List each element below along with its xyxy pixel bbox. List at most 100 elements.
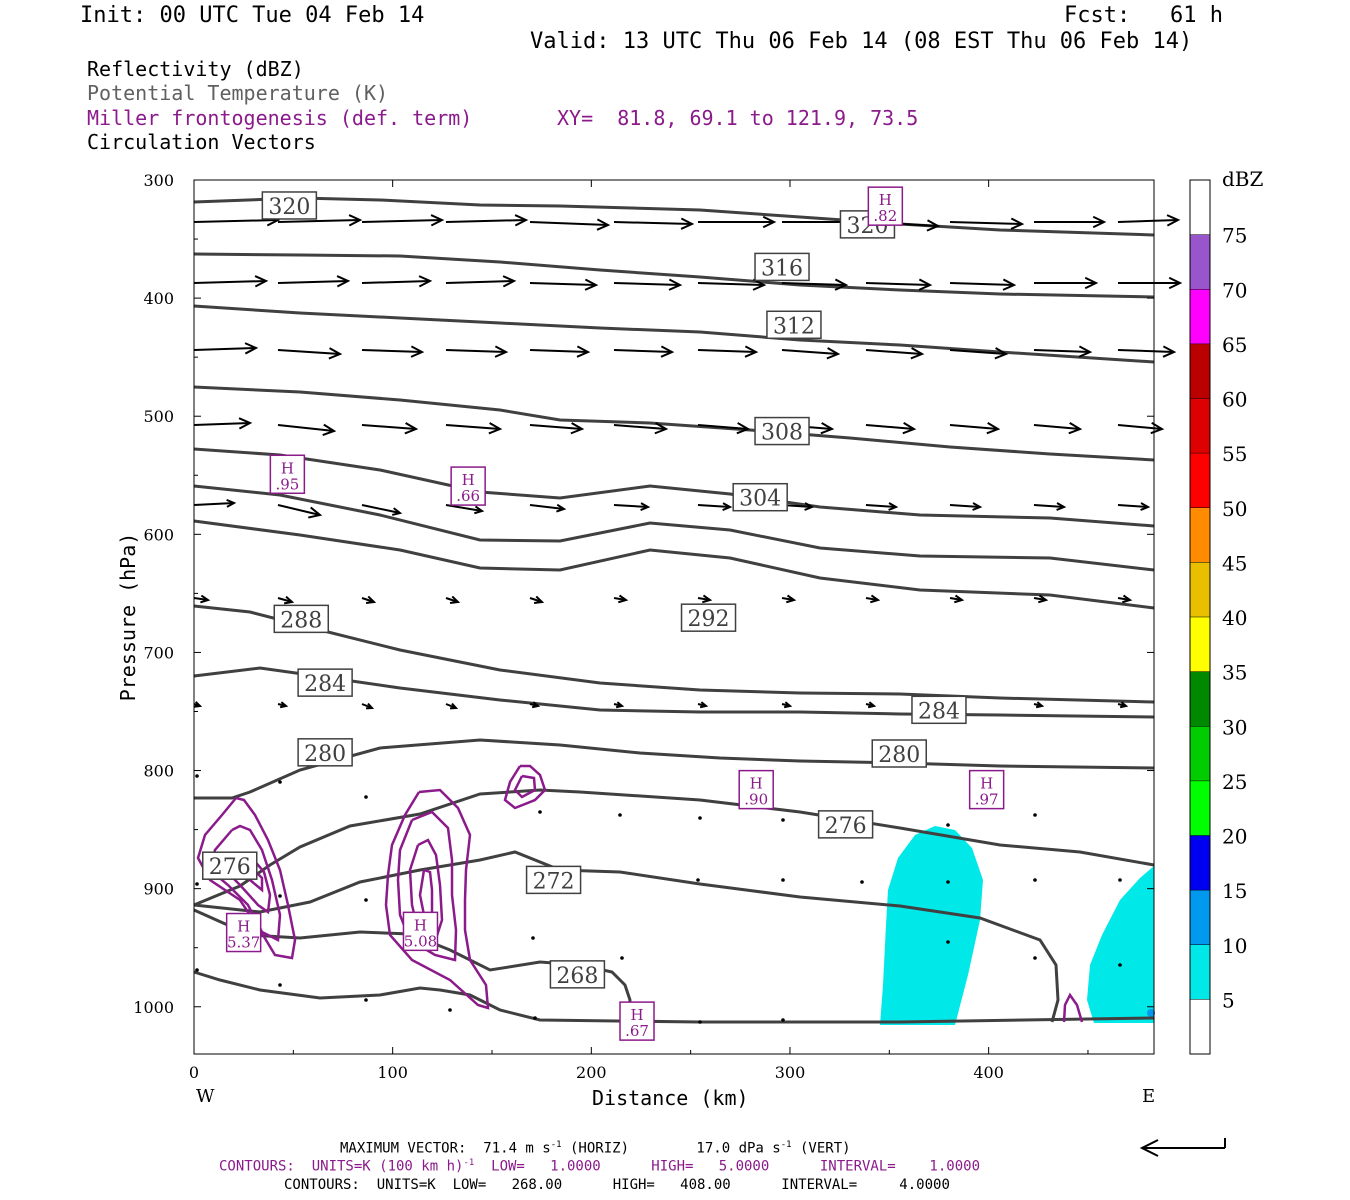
colorbar-label: 45 [1222,551,1247,575]
colorbar-segment [1190,944,1210,1000]
y-tick-label: 400 [143,289,174,308]
circulation-vector [946,940,950,944]
circulation-vector [949,217,1025,230]
frontogenesis-contour [384,788,490,1010]
circulation-vector [445,275,517,288]
x-end-label-west: W [196,1086,215,1107]
theta-label-text: 308 [761,421,803,446]
frontogenesis-max: H5.08 [402,911,439,952]
theta-label-text: 276 [209,855,251,880]
circulation-vector [364,998,368,1002]
circulation-vector [949,278,1017,291]
x-tick-label: 100 [377,1063,408,1082]
colorbar-label: 55 [1222,442,1247,466]
theta-label-text: 284 [304,672,346,697]
circulation-vector [860,880,864,884]
circulation-vector [193,342,259,355]
colorbar-label: 70 [1222,278,1247,302]
frontogenesis-max: H.95 [269,454,306,495]
x-tick-label: 0 [189,1063,199,1082]
circulation-vector [1117,594,1133,604]
circulation-vector [781,594,797,604]
circulation-vector [193,701,203,708]
legend-miller: Miller frontogenesis (def. term) [87,106,473,130]
circulation-vector [361,214,445,227]
circulation-vector [1117,214,1181,227]
circulation-vector [781,278,849,291]
circulation-vector [278,780,282,784]
circulation-vector [1033,701,1045,709]
reflectivity-layer [880,826,1155,1025]
circulation-vector [361,702,375,710]
frontogenesis-max: H5.37 [225,912,262,953]
frontogenesis-max-label: H [281,459,294,477]
circulation-vector [361,275,433,288]
theta-label: 316 [754,252,810,281]
theta-contour [193,196,1155,237]
legend-reflectivity: Reflectivity (dBZ) [87,57,304,81]
legend-xy: XY= 81.8, 69.1 to 121.9, 73.5 [557,106,919,130]
theta-label-text: 312 [773,314,815,339]
colorbar-segment [1190,343,1210,399]
frontogenesis-contour [503,764,547,810]
colorbar-segment [1190,234,1210,290]
circulation-vector [1117,502,1151,511]
theta-contour [193,447,1155,528]
circulation-vector [445,345,509,358]
circulation-vector [1034,276,1099,290]
frontogenesis-max-value: 5.08 [404,932,437,950]
circulation-vector [613,278,683,291]
colorbar-segment [1190,780,1210,836]
circulation-vector [781,347,841,360]
circulation-vector [1033,502,1067,511]
circulation-vector [361,595,377,605]
theta-contour [193,519,1155,610]
circulation-vector [949,347,1009,360]
circulation-vector [1034,215,1107,229]
frontogenesis-max-label: H [414,916,427,934]
y-tick-label: 900 [143,880,174,899]
circulation-vector [445,422,503,435]
circulation-vector [949,594,965,604]
circulation-vector [949,422,1001,435]
circulation-vector [698,215,777,229]
circulation-vector [529,701,541,709]
circulation-vector [1033,878,1037,882]
colorbar-segment [1190,562,1210,617]
theta-contour [193,304,1155,364]
reference-vector [1139,1138,1226,1157]
theta-label-text: 284 [918,699,960,724]
circulation-vector [865,422,917,435]
theta-contour [193,850,1060,1023]
frontogenesis-max-value: .67 [625,1022,649,1040]
frontogenesis-max-value: .95 [275,475,299,493]
legend-theta: Potential Temperature (K) [87,81,389,105]
circulation-vector [620,956,624,960]
circulation-vector [277,701,289,709]
axes-layer: 300 400 500 600 700 800 900 1000 0 100 200 300 400 W E [133,171,1155,1107]
theta-label: 320 [261,191,318,220]
frontogenesis-max: H.90 [738,769,774,810]
circulation-vector [531,936,535,940]
circulation-vector [445,504,485,515]
reflectivity-area-2 [1087,866,1154,1023]
circulation-vector [1033,594,1049,604]
circulation-vector [538,810,542,814]
circulation-vector [1118,878,1122,882]
valid-time: Valid: 13 UTC Thu 06 Feb 14 (08 EST Thu … [530,29,1193,54]
theta-contour [193,252,1155,299]
y-tick-label: 800 [143,762,174,781]
circulation-vector [1117,345,1177,358]
theta-label: 292 [680,603,737,632]
circulation-vector [1118,963,1122,967]
circulation-vector [1117,701,1129,709]
circulation-vector [865,594,881,604]
circulation-vector [193,498,237,508]
circulation-vector [865,347,925,360]
theta-contour [193,970,1155,1024]
theta-label: 280 [297,738,353,767]
colorbar: 5 10 15 20 25 30 35 40 45 50 55 60 65 70 75 dBZ [1189,167,1264,1055]
frontogenesis-max: H.67 [619,1001,655,1041]
